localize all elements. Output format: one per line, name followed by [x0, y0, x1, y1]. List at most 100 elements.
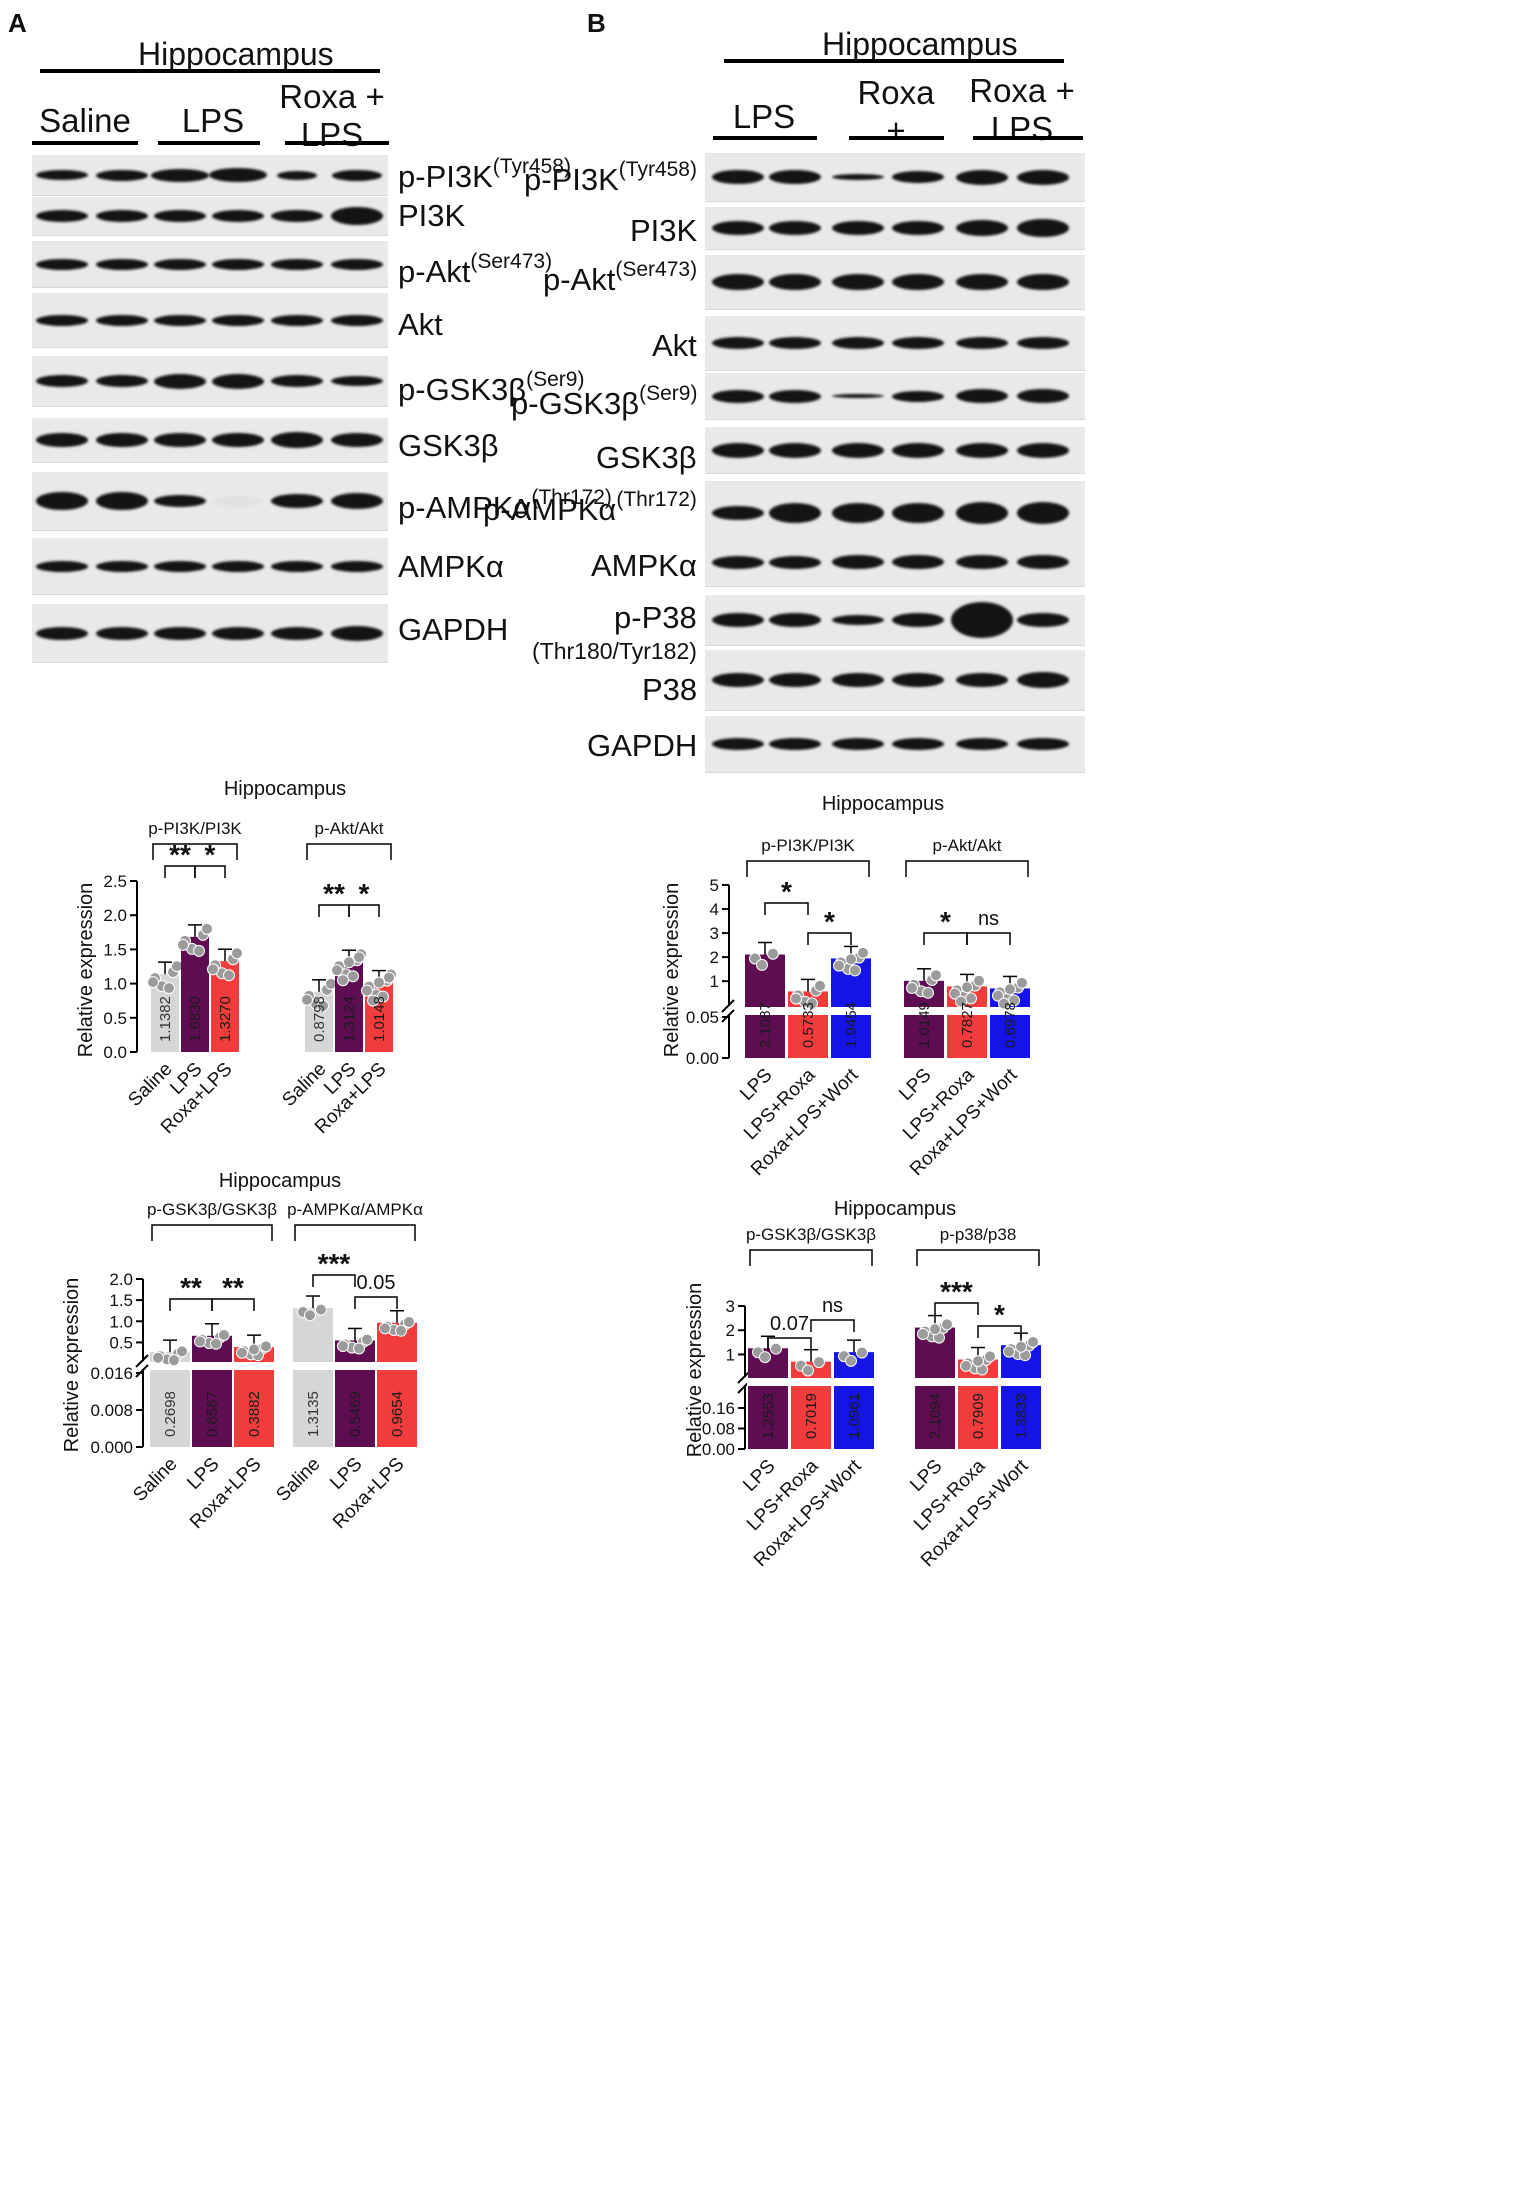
blot-band — [1017, 274, 1069, 290]
group-label: p-PI3K/PI3K — [148, 819, 242, 838]
blot-band — [769, 337, 821, 349]
protein-name: PI3K — [398, 198, 466, 233]
bar-break — [957, 1378, 999, 1386]
blot-band — [212, 210, 264, 222]
blot-band — [212, 314, 264, 326]
group-rule — [285, 141, 389, 145]
blot-strip — [705, 373, 1085, 420]
protein-name: p-P38 — [614, 600, 697, 635]
protein-site: (Tyr458) — [492, 155, 571, 178]
blot-band — [154, 626, 206, 640]
blot-strip — [705, 595, 1085, 646]
panel-a-region: Hippocampus — [138, 36, 334, 72]
protein-site: (Thr180/Tyr182) — [532, 638, 697, 664]
group-label-lps: LPS — [181, 102, 245, 139]
bar — [745, 954, 785, 1058]
data-point — [207, 963, 219, 976]
blot-band — [892, 390, 944, 402]
blot-band — [892, 171, 944, 183]
blot-band — [956, 442, 1008, 458]
significance-label: * — [940, 906, 951, 937]
blot-band — [712, 506, 764, 520]
blot-band — [271, 375, 323, 387]
bar-value-label: 1.3270 — [217, 996, 234, 1042]
data-point — [929, 1323, 941, 1336]
blot-band — [1017, 613, 1069, 627]
bar-value-label: 0.7019 — [803, 1393, 820, 1439]
blot-band — [712, 738, 764, 750]
blot-band — [956, 274, 1008, 290]
bar-value-label: 0.5469 — [347, 1391, 364, 1437]
data-point — [337, 1340, 349, 1353]
bar-break — [914, 1378, 956, 1386]
group-label: p-p38/p38 — [940, 1225, 1017, 1244]
data-point — [194, 1335, 206, 1348]
y-tick-label: 0.08 — [702, 1420, 735, 1439]
data-point — [806, 997, 818, 1010]
comparison-bracket — [767, 1337, 812, 1350]
blot-band — [712, 389, 764, 403]
bar-value-label: 1.0149 — [916, 1002, 933, 1048]
bar-value-label: 0.7909 — [970, 1393, 987, 1439]
data-point — [845, 1354, 857, 1367]
group-bracket — [905, 860, 1029, 877]
y-axis-label: Relative expression — [661, 883, 683, 1058]
data-point — [998, 997, 1010, 1010]
blot-band — [769, 613, 821, 627]
data-point — [395, 1324, 407, 1337]
bar-break — [790, 1378, 832, 1386]
blot-band — [769, 555, 821, 569]
protein-site: (Ser473) — [615, 258, 698, 281]
protein-label: p-AMPKα(Thr172) — [483, 488, 697, 528]
protein-site: (Thr172) — [616, 488, 697, 511]
blot-band — [892, 442, 944, 458]
bar — [293, 1308, 333, 1447]
y-tick-label: 2.0 — [109, 1270, 133, 1289]
y-tick-label: 0.00 — [702, 1440, 735, 1459]
blot-band — [96, 492, 148, 510]
blot-band — [832, 394, 884, 398]
data-point — [955, 995, 967, 1008]
blot-band — [271, 494, 323, 508]
blot-band — [1017, 169, 1069, 185]
blot-band — [832, 274, 884, 290]
significance-label: * — [824, 906, 835, 937]
group-bracket — [306, 843, 392, 860]
significance-label: ** — [180, 1272, 202, 1303]
blot-band — [956, 555, 1008, 569]
bar — [181, 936, 209, 1052]
blot-band — [956, 673, 1008, 687]
blot-band — [36, 314, 88, 326]
blot-band — [712, 673, 764, 687]
blot-band — [712, 337, 764, 349]
significance-label: ns — [978, 908, 999, 930]
blot-band — [154, 495, 206, 507]
blot-band — [892, 673, 944, 687]
blot-band — [271, 626, 323, 640]
protein-label: GSK3β — [596, 440, 697, 476]
panel-b-region: Hippocampus — [822, 26, 1018, 62]
data-point — [984, 1350, 996, 1363]
blot-band — [1017, 337, 1069, 349]
chart-title: Hippocampus — [224, 778, 346, 800]
data-point — [856, 1346, 868, 1359]
blot-band — [832, 442, 884, 458]
blot-band — [271, 210, 323, 222]
protein-label: p-GSK3β(Ser9) — [398, 368, 584, 408]
group-label-lps: LPS — [732, 98, 796, 135]
y-tick-label: 0.5 — [109, 1333, 133, 1352]
blot-band — [956, 389, 1008, 403]
significance-label: * — [205, 839, 216, 870]
blot-band — [36, 433, 88, 447]
blot-band — [832, 738, 884, 750]
data-point — [930, 969, 942, 982]
data-point — [171, 960, 183, 973]
blot-band — [36, 492, 88, 510]
blot-band — [96, 433, 148, 447]
protein-name: p-Akt — [543, 262, 616, 297]
blot-strip — [705, 255, 1085, 310]
protein-name: p-AMPKα — [398, 490, 532, 525]
blot-band — [769, 673, 821, 687]
group-rule — [849, 136, 944, 140]
